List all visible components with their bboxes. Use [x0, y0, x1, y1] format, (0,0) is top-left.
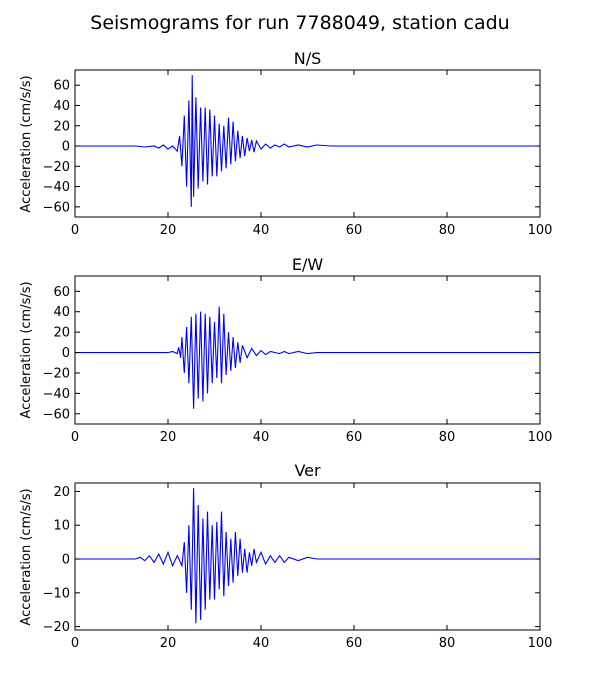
axes-frame — [74, 69, 541, 218]
axes-frame — [74, 275, 541, 425]
panel-ns: N/S Acceleration (cm/s/s) 0 20 40 60 80 100 −6… — [19, 49, 552, 238]
x-tick-label: 60 — [346, 430, 363, 445]
plot-area: 0 20 40 60 80 100 −60 −40 −20 0 20 40 60 — [43, 69, 553, 238]
plot-area: 0 20 40 60 80 100 −20 −10 0 10 20 — [43, 482, 553, 651]
x-tick-label: 80 — [439, 223, 456, 238]
y-tick-label: −40 — [43, 180, 70, 195]
y-tick-label: 0 — [62, 140, 70, 155]
x-tick-label: 60 — [346, 223, 363, 238]
panel-title: E/W — [292, 255, 324, 274]
y-tick-label: −40 — [43, 387, 70, 402]
x-tick-label: 80 — [439, 636, 456, 651]
x-tick-label: 40 — [253, 430, 270, 445]
x-tick-label: 0 — [71, 223, 79, 238]
y-axis-label: Acceleration (cm/s/s) — [19, 488, 34, 625]
figure-title: Seismograms for run 7788049, station cad… — [90, 12, 509, 34]
y-axis-label: Acceleration (cm/s/s) — [19, 75, 34, 212]
y-tick-label: −60 — [43, 407, 70, 422]
y-tick-label: 60 — [53, 79, 70, 94]
x-tick-label: 40 — [253, 636, 270, 651]
x-tick-label: 100 — [528, 223, 553, 238]
x-tick-label: 20 — [160, 223, 177, 238]
plot-area: 0 20 40 60 80 100 −60 −40 −20 0 20 40 60 — [43, 275, 553, 445]
axes-frame — [74, 482, 541, 631]
series-line — [75, 306, 540, 409]
y-tick-label: 0 — [62, 346, 70, 361]
y-tick-label: 10 — [53, 519, 70, 534]
y-tick-label: −10 — [43, 586, 70, 601]
y-tick-label: −20 — [43, 160, 70, 175]
y-axis-label: Acceleration (cm/s/s) — [19, 281, 34, 418]
y-tick-label: 0 — [62, 553, 70, 568]
panel-title: N/S — [294, 49, 322, 68]
y-tick-label: −20 — [43, 620, 70, 635]
x-tick-label: 20 — [160, 430, 177, 445]
x-tick-label: 0 — [71, 636, 79, 651]
x-tick-label: 80 — [439, 430, 456, 445]
panel-ew: E/W Acceleration (cm/s/s) 0 20 40 60 80 100 −6… — [19, 255, 552, 445]
x-tick-label: 100 — [528, 636, 553, 651]
panel-ver: Ver Acceleration (cm/s/s) 0 20 40 60 80 100−2… — [19, 461, 552, 651]
x-tick-label: 20 — [160, 636, 177, 651]
y-tick-label: 20 — [53, 326, 70, 341]
y-tick-label: 60 — [53, 285, 70, 300]
series-line — [75, 75, 540, 207]
y-tick-label: 20 — [53, 485, 70, 500]
panel-title: Ver — [294, 461, 321, 480]
x-tick-label: 0 — [71, 430, 79, 445]
y-tick-label: 40 — [53, 305, 70, 320]
y-tick-label: −60 — [43, 200, 70, 215]
y-tick-label: −20 — [43, 366, 70, 381]
x-tick-label: 40 — [253, 223, 270, 238]
x-tick-label: 60 — [346, 636, 363, 651]
x-tick-label: 100 — [528, 430, 553, 445]
y-tick-label: 40 — [53, 99, 70, 114]
series-line — [75, 488, 540, 624]
y-tick-label: 20 — [53, 119, 70, 134]
